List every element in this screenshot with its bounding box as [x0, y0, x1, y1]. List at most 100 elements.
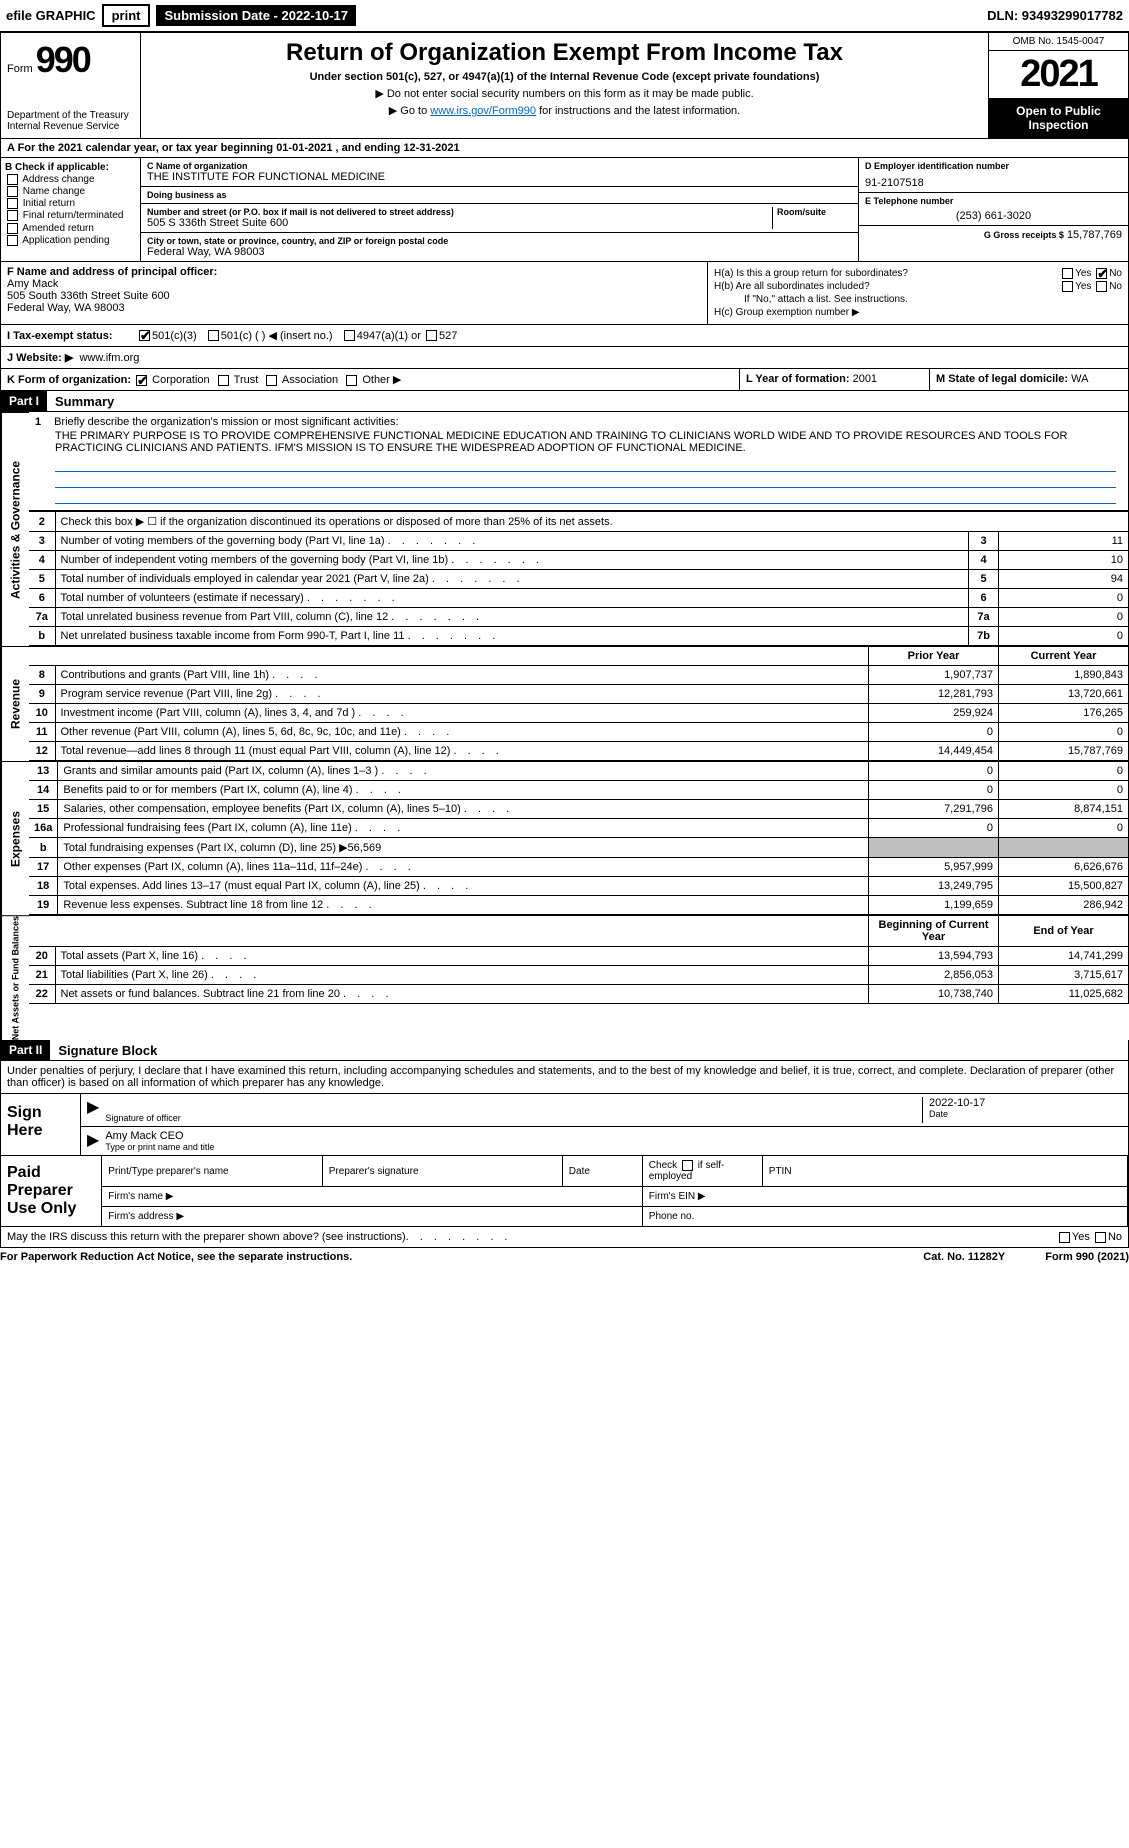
website: www.ifm.org — [79, 352, 139, 364]
irs-link[interactable]: www.irs.gov/Form990 — [430, 105, 536, 117]
preparer-label: Paid Preparer Use Only — [1, 1156, 102, 1226]
phone: (253) 661-3020 — [865, 206, 1122, 222]
chk-501c[interactable] — [208, 330, 219, 341]
ssn-note: ▶ Do not enter social security numbers o… — [151, 87, 978, 100]
submission-date: Submission Date - 2022-10-17 — [156, 5, 356, 26]
table-row: 21Total liabilities (Part X, line 26) . … — [29, 966, 1129, 985]
netassets-section: Net Assets or Fund Balances Beginning of… — [0, 915, 1129, 1040]
open-public-badge: Open to Public Inspection — [989, 98, 1128, 138]
preparer-block: Paid Preparer Use Only Print/Type prepar… — [0, 1156, 1129, 1227]
efile-label: efile GRAPHIC — [6, 8, 96, 23]
ein: 91-2107518 — [865, 171, 1122, 189]
org-name: THE INSTITUTE FOR FUNCTIONAL MEDICINE — [147, 171, 852, 183]
org-info-block: B Check if applicable: Address change Na… — [0, 158, 1129, 262]
table-row: 19Revenue less expenses. Subtract line 1… — [29, 896, 1129, 915]
h-b: H(b) Are all subordinates included? Yes … — [714, 281, 1122, 292]
table-row: 18Total expenses. Add lines 13–17 (must … — [29, 877, 1129, 896]
chk-initial[interactable]: Initial return — [5, 198, 136, 209]
arrow-icon: ▶ — [87, 1097, 99, 1123]
year-formation: 2001 — [853, 373, 877, 385]
revenue-section: Revenue Prior YearCurrent Year 8Contribu… — [0, 646, 1129, 761]
table-row: 11Other revenue (Part VIII, column (A), … — [29, 723, 1129, 742]
sign-here-label: Sign Here — [1, 1094, 81, 1155]
table-row: 16aProfessional fundraising fees (Part I… — [29, 819, 1129, 838]
signature-block: Under penalties of perjury, I declare th… — [0, 1061, 1129, 1156]
netassets-table: Beginning of Current YearEnd of Year 20T… — [29, 915, 1129, 1004]
org-form-row: K Form of organization: Corporation Trus… — [0, 369, 1129, 391]
print-button[interactable]: print — [102, 4, 151, 27]
table-row: 8Contributions and grants (Part VIII, li… — [29, 666, 1129, 685]
arrow-icon: ▶ — [87, 1130, 99, 1152]
table-row: bNet unrelated business taxable income f… — [29, 627, 1129, 646]
chk-discuss-no[interactable] — [1095, 1232, 1106, 1243]
sidebar-revenue: Revenue — [1, 646, 29, 761]
form-prefix: Form — [7, 63, 33, 75]
table-row: 7aTotal unrelated business revenue from … — [29, 608, 1129, 627]
table-row: 3Number of voting members of the governi… — [29, 532, 1129, 551]
chk-assoc[interactable] — [266, 375, 277, 386]
chk-name[interactable]: Name change — [5, 186, 136, 197]
instructions-note: ▶ Go to www.irs.gov/Form990 for instruct… — [151, 104, 978, 117]
mission-block: 1 Briefly describe the organization's mi… — [29, 412, 1129, 511]
dept-label: Department of the Treasury — [7, 110, 134, 121]
irs-label: Internal Revenue Service — [7, 121, 134, 132]
part2-header: Part II Signature Block — [0, 1040, 1129, 1061]
part1-header: Part I Summary — [0, 391, 1129, 412]
omb-number: OMB No. 1545-0047 — [989, 33, 1128, 51]
sidebar-netassets: Net Assets or Fund Balances — [1, 915, 29, 1040]
city: Federal Way, WA 98003 — [147, 246, 852, 258]
col-c: C Name of organization THE INSTITUTE FOR… — [141, 158, 858, 261]
chk-4947[interactable] — [344, 330, 355, 341]
chk-selfemployed[interactable] — [682, 1160, 693, 1171]
perjury-declaration: Under penalties of perjury, I declare th… — [1, 1061, 1128, 1094]
table-row: 12Total revenue—add lines 8 through 11 (… — [29, 742, 1129, 761]
table-row: 6Total number of volunteers (estimate if… — [29, 589, 1129, 608]
form-header: Form 990 Department of the Treasury Inte… — [0, 32, 1129, 139]
footer-note: For Paperwork Reduction Act Notice, see … — [0, 1248, 1129, 1266]
officer-name-title: Amy Mack CEO — [105, 1130, 1122, 1142]
chk-trust[interactable] — [218, 375, 229, 386]
table-row: 10Investment income (Part VIII, column (… — [29, 704, 1129, 723]
section-a: A For the 2021 calendar year, or tax yea… — [0, 139, 1129, 158]
irs-discuss-row: May the IRS discuss this return with the… — [0, 1227, 1129, 1248]
table-row: bTotal fundraising expenses (Part IX, co… — [29, 838, 1129, 858]
table-row: 4Number of independent voting members of… — [29, 551, 1129, 570]
governance-section: Activities & Governance 1 Briefly descri… — [0, 412, 1129, 646]
col-b: B Check if applicable: Address change Na… — [1, 158, 141, 261]
expenses-table: 13Grants and similar amounts paid (Part … — [29, 761, 1129, 915]
preparer-table: Print/Type preparer's name Preparer's si… — [102, 1156, 1128, 1226]
chk-pending[interactable]: Application pending — [5, 235, 136, 246]
tax-exempt-row: I Tax-exempt status: 501(c)(3) 501(c) ( … — [0, 325, 1129, 347]
table-row: 5Total number of individuals employed in… — [29, 570, 1129, 589]
table-row: 13Grants and similar amounts paid (Part … — [29, 762, 1129, 781]
chk-501c3[interactable] — [139, 330, 150, 341]
chk-final[interactable]: Final return/terminated — [5, 210, 136, 221]
h-c: H(c) Group exemption number ▶ — [714, 307, 1122, 318]
mission-text: THE PRIMARY PURPOSE IS TO PROVIDE COMPRE… — [55, 430, 1122, 454]
col-d: D Employer identification number 91-2107… — [858, 158, 1128, 261]
form-number: 990 — [36, 39, 90, 80]
officer-group-row: F Name and address of principal officer:… — [0, 262, 1129, 325]
chk-discuss-yes[interactable] — [1059, 1232, 1070, 1243]
table-row: 22Net assets or fund balances. Subtract … — [29, 985, 1129, 1004]
form-subtitle: Under section 501(c), 527, or 4947(a)(1)… — [151, 71, 978, 83]
chk-amended[interactable]: Amended return — [5, 223, 136, 234]
chk-address[interactable]: Address change — [5, 174, 136, 185]
sig-date: 2022-10-17 — [929, 1097, 1122, 1109]
table-row: 17Other expenses (Part IX, column (A), l… — [29, 858, 1129, 877]
expenses-section: Expenses 13Grants and similar amounts pa… — [0, 761, 1129, 915]
chk-other[interactable] — [346, 375, 357, 386]
top-bar: efile GRAPHIC print Submission Date - 20… — [0, 0, 1129, 32]
chk-corp[interactable] — [136, 375, 147, 386]
table-row: 15Salaries, other compensation, employee… — [29, 800, 1129, 819]
table-row: 14Benefits paid to or for members (Part … — [29, 781, 1129, 800]
website-row: J Website: ▶ www.ifm.org — [0, 347, 1129, 369]
officer-addr1: 505 South 336th Street Suite 600 — [7, 290, 701, 302]
h-a: H(a) Is this a group return for subordin… — [714, 268, 1122, 279]
sidebar-governance: Activities & Governance — [1, 412, 29, 646]
dln-label: DLN: 93493299017782 — [987, 8, 1123, 23]
gross-receipts: 15,787,769 — [1067, 229, 1122, 241]
chk-527[interactable] — [426, 330, 437, 341]
tax-year: 2021 — [989, 51, 1128, 98]
street: 505 S 336th Street Suite 600 — [147, 217, 772, 229]
